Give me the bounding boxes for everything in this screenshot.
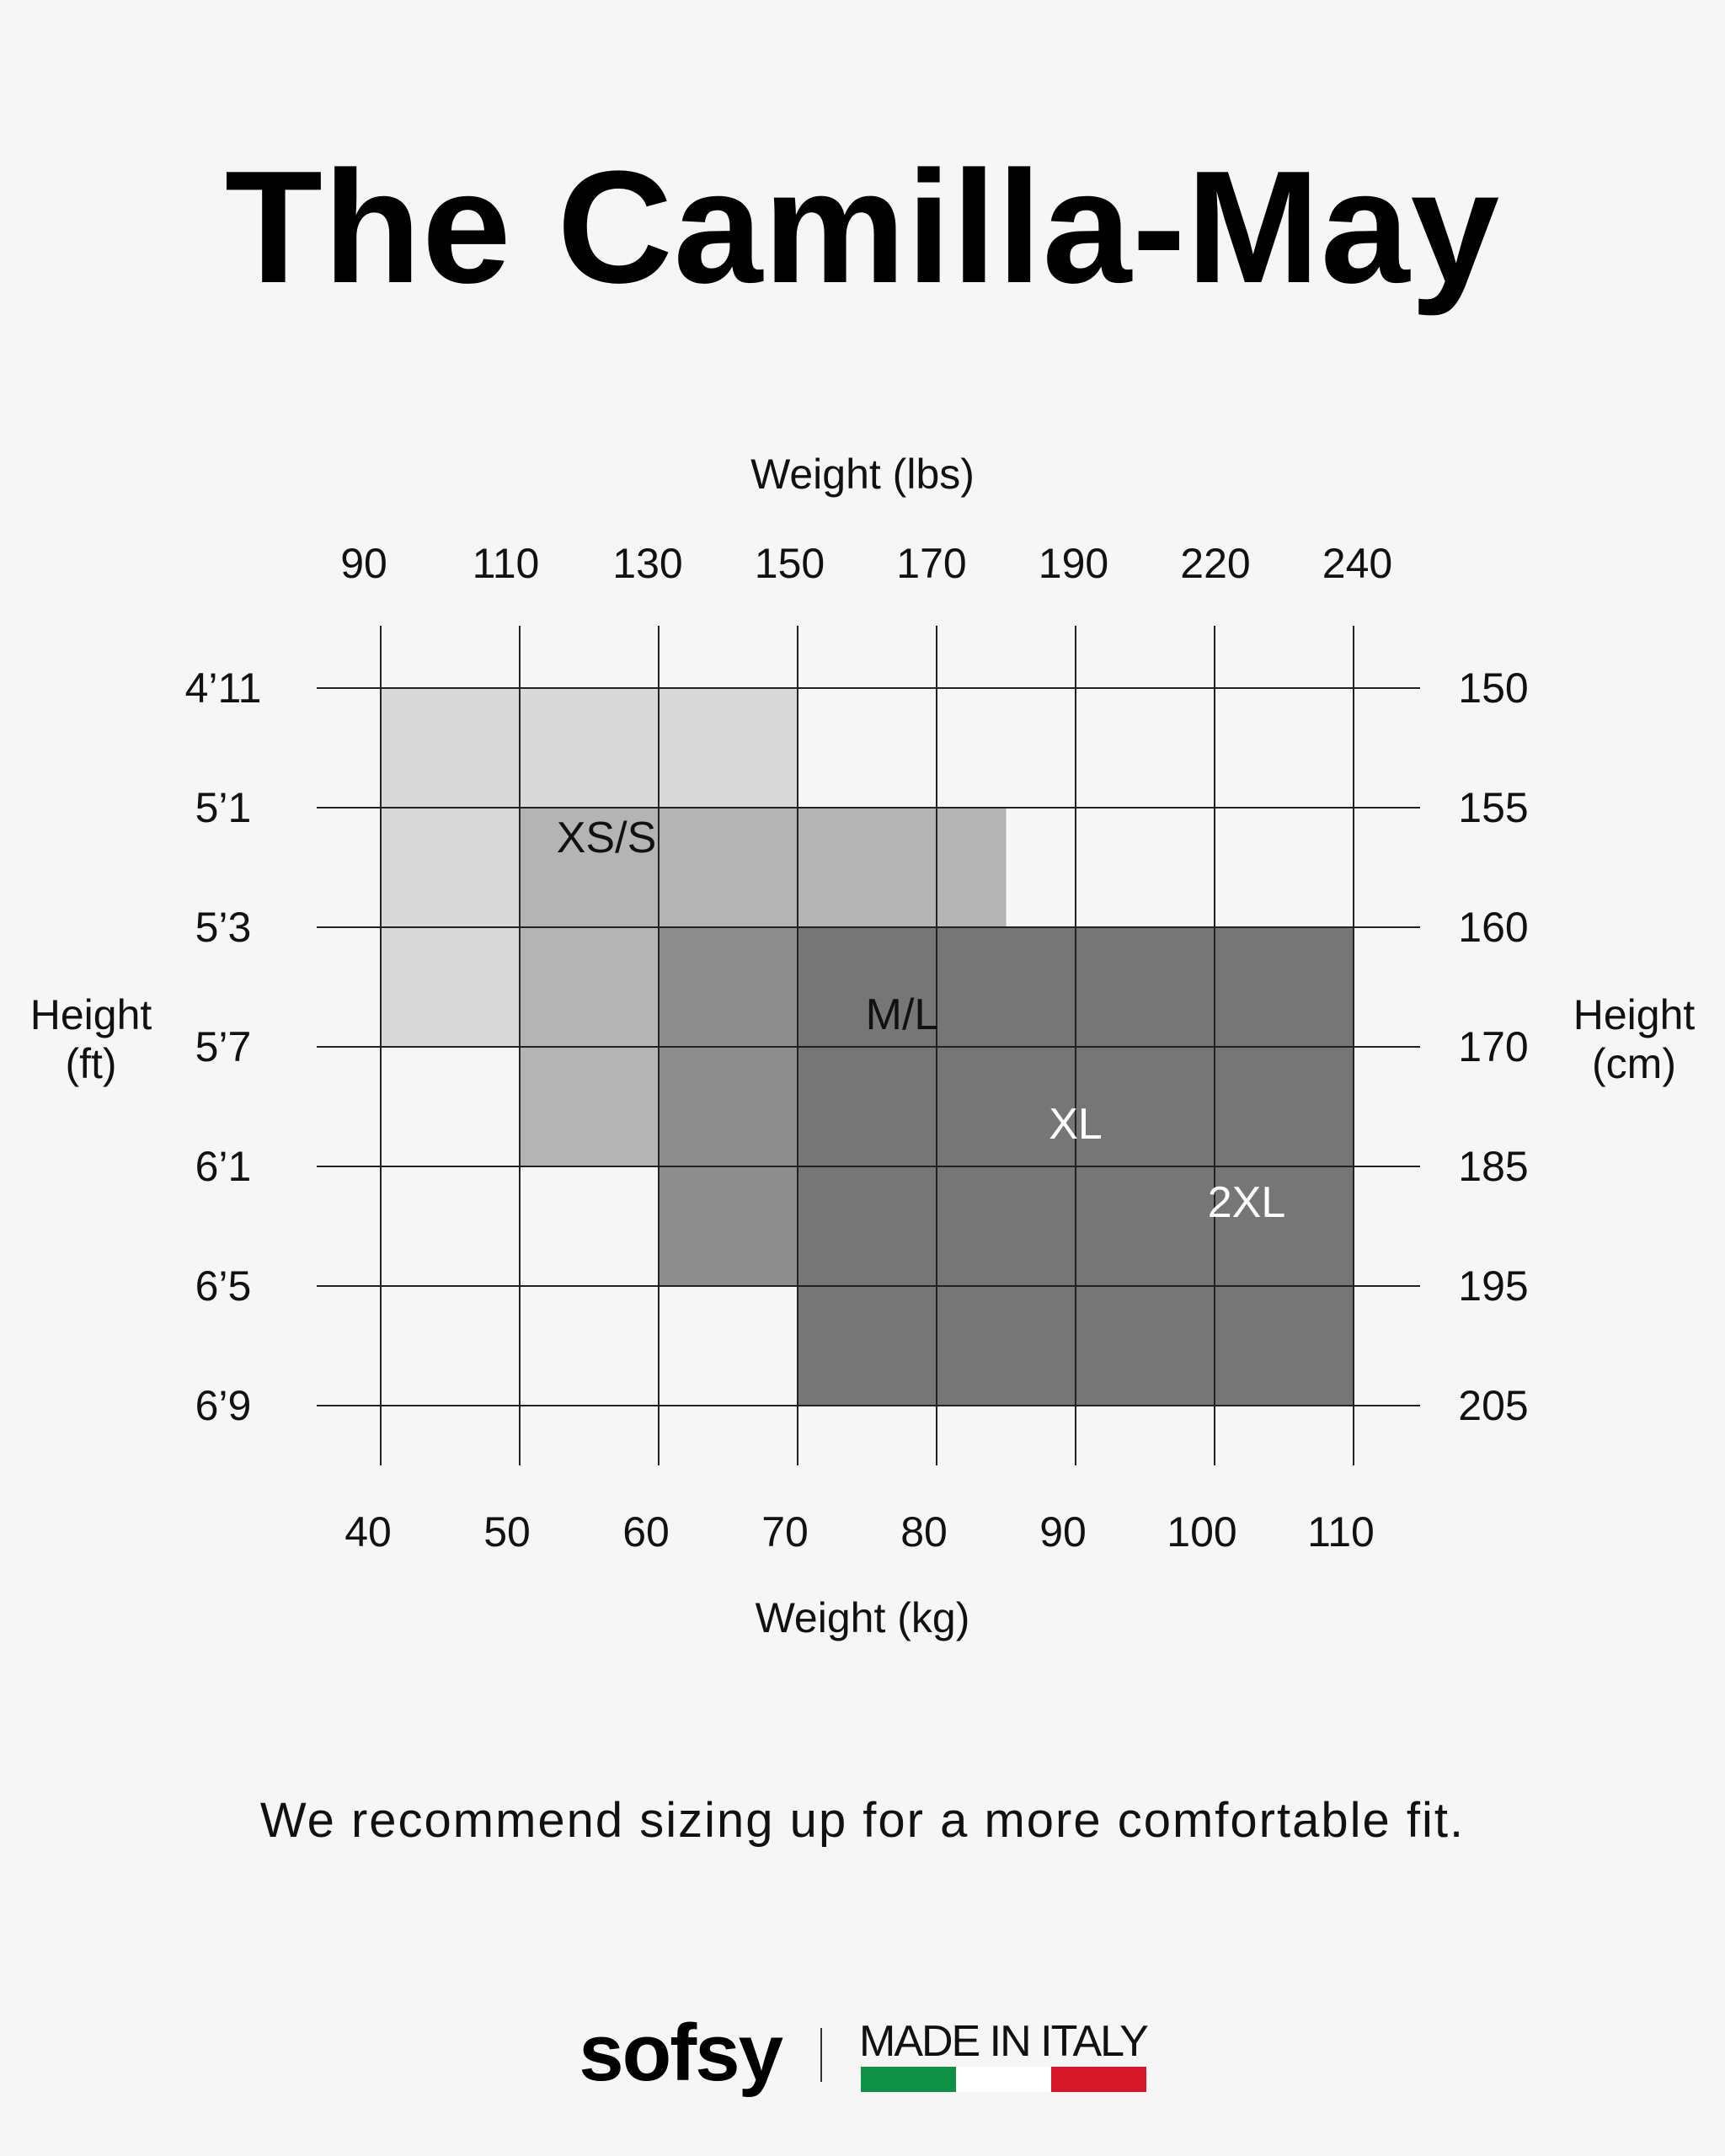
size-label: XS/S	[557, 814, 657, 862]
tick-label-ft: 6’1	[195, 1143, 252, 1190]
tick-label-ft: 6’9	[195, 1382, 252, 1429]
tick-label-ft: 5’1	[195, 784, 252, 831]
axis-label-right: Height (cm)	[1573, 991, 1696, 1087]
flag-green-stripe	[861, 2067, 956, 2092]
flag-red-stripe	[1051, 2067, 1146, 2092]
tick-label-kg: 70	[761, 1508, 809, 1556]
flag-white-stripe	[956, 2067, 1051, 2092]
axis-label-top: Weight (lbs)	[750, 451, 975, 498]
tick-label-kg: 110	[1307, 1508, 1375, 1556]
tick-label-lbs: 170	[896, 540, 966, 587]
brand-logo: sofsy	[579, 2008, 783, 2098]
tick-label-cm: 150	[1458, 664, 1528, 712]
axis-label-bottom: Weight (kg)	[756, 1594, 970, 1641]
page-title: The Camilla-May	[224, 138, 1501, 317]
tick-label-cm: 160	[1458, 904, 1528, 951]
made-in-italy-label: MADE IN ITALY	[859, 2017, 1149, 2066]
tick-label-lbs: 220	[1180, 540, 1250, 587]
sizing-note: We recommend sizing up for a more comfor…	[259, 1793, 1466, 1848]
size-label: XL	[1049, 1100, 1103, 1149]
footer: sofsy MADE IN ITALY	[0, 2013, 1725, 2105]
tick-label-ft: 5’3	[195, 904, 252, 951]
size-label: M/L	[866, 990, 939, 1039]
tick-label-lbs: 110	[473, 540, 540, 587]
tick-label-lbs: 190	[1039, 540, 1108, 587]
grid-layer	[317, 626, 1420, 1465]
italian-flag-icon	[861, 2067, 1147, 2092]
tick-label-lbs: 90	[340, 540, 387, 587]
tick-label-lbs: 130	[612, 540, 682, 587]
tick-label-lbs: 240	[1322, 540, 1392, 587]
axis-label-left: Height (ft)	[30, 991, 152, 1087]
tick-label-lbs: 150	[755, 540, 825, 587]
tick-label-cm: 170	[1458, 1023, 1528, 1070]
tick-label-kg: 40	[344, 1508, 392, 1556]
size-label: 2XL	[1208, 1178, 1286, 1227]
tick-label-ft: 5’7	[195, 1023, 252, 1070]
tick-label-kg: 90	[1039, 1508, 1087, 1556]
tick-label-kg: 100	[1167, 1508, 1236, 1556]
tick-label-ft: 6’5	[195, 1262, 252, 1310]
tick-label-kg: 50	[483, 1508, 531, 1556]
tick-label-cm: 195	[1458, 1262, 1528, 1310]
tick-label-cm: 185	[1458, 1143, 1528, 1190]
tick-label-kg: 60	[622, 1508, 670, 1556]
tick-label-kg: 80	[900, 1508, 948, 1556]
tick-label-cm: 155	[1458, 784, 1528, 831]
tick-label-cm: 205	[1458, 1382, 1528, 1429]
footer-divider	[820, 2028, 822, 2082]
tick-label-ft: 4’11	[185, 664, 262, 712]
labels-layer: XS/S M/L XL 2XL 90 110 130 150 170 190 220 240 Weigh…	[30, 451, 1696, 1641]
